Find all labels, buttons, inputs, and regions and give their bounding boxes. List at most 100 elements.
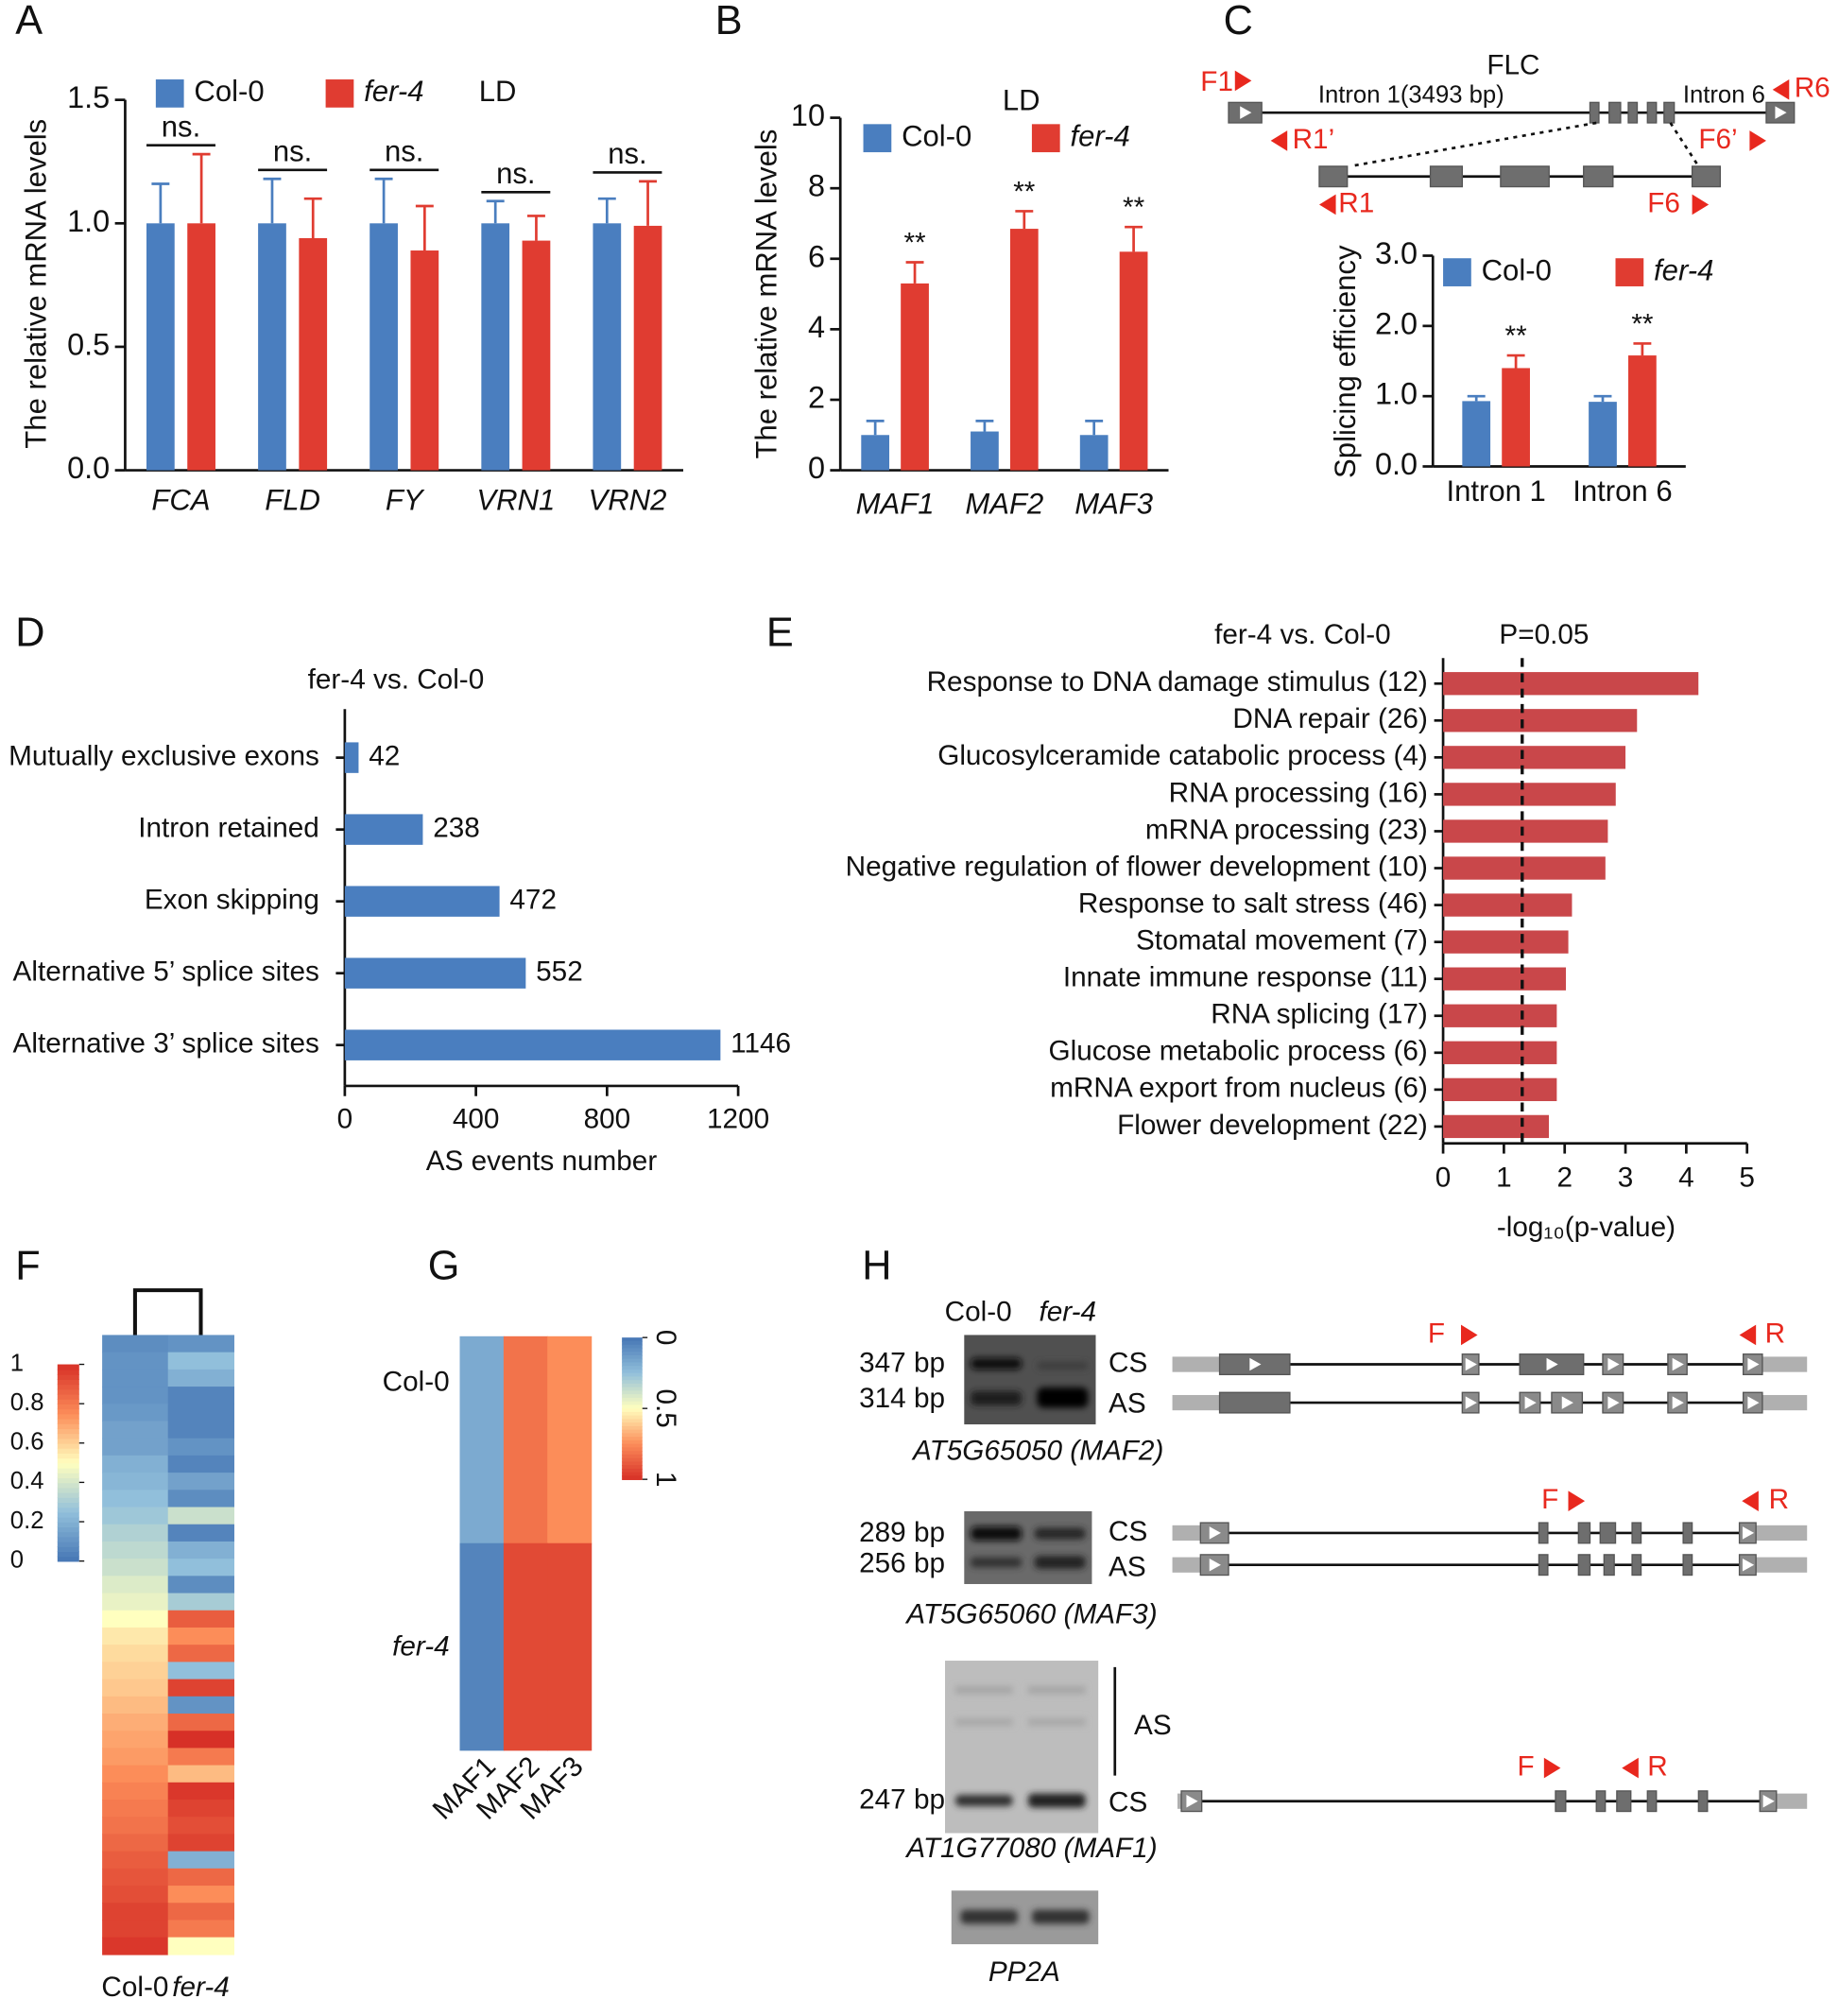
column-label: Col-0	[101, 1972, 168, 2003]
colorbar-segment	[57, 1422, 79, 1429]
heatmap-cell	[167, 1352, 234, 1370]
exon-arrow	[1762, 1794, 1775, 1808]
x-axis-label: -log₁₀(p-value)	[1497, 1212, 1676, 1243]
heatmap-cell	[102, 1800, 169, 1818]
colorbar-segment	[57, 1546, 79, 1553]
colorbar-segment	[622, 1443, 643, 1449]
colorbar-segment	[57, 1541, 79, 1547]
exon	[1646, 1790, 1658, 1813]
colorbar-segment	[622, 1401, 643, 1406]
colorbar-segment	[57, 1447, 79, 1454]
significance-label: ns.	[273, 134, 312, 167]
heatmap-cell	[167, 1713, 234, 1732]
y-axis-label: The relative mRNA levels	[20, 119, 53, 449]
isoform-label: CS	[1109, 1347, 1147, 1378]
bar	[146, 223, 175, 471]
bar	[344, 742, 359, 773]
colorbar-segment	[57, 1522, 79, 1528]
category-label: DNA repair (26)	[1232, 703, 1427, 734]
bar	[370, 223, 398, 471]
colorbar-segment	[57, 1457, 79, 1464]
exon	[1583, 165, 1614, 188]
isoform-label: CS	[1109, 1516, 1147, 1547]
heatmap-cell	[102, 1834, 169, 1852]
x-tick-label: Intron 1	[1446, 474, 1545, 508]
size-label: 247 bp	[859, 1784, 945, 1816]
heatmap-cell	[102, 1387, 169, 1404]
value-label: 238	[433, 813, 480, 844]
bar	[1443, 893, 1573, 917]
panel-letter: B	[715, 0, 743, 43]
size-label: 314 bp	[859, 1383, 945, 1414]
exon-arrow	[1465, 1357, 1477, 1371]
primer-label: F6	[1647, 187, 1680, 218]
exon-arrow	[1546, 1357, 1558, 1371]
heatmap-cell	[167, 1627, 234, 1646]
heatmap-cell	[102, 1335, 169, 1353]
gene-label: AT5G65060 (MAF3)	[904, 1599, 1157, 1630]
colorbar-segment	[57, 1487, 79, 1493]
bar	[861, 435, 890, 471]
heatmap-cell	[167, 1610, 234, 1628]
error-bar	[1125, 225, 1143, 252]
colorbar-tick-label: 0.4	[10, 1468, 44, 1494]
x-tick-label: VRN1	[476, 484, 555, 517]
heatmap-cell	[102, 1765, 169, 1783]
bar	[1462, 401, 1491, 467]
error-bar	[1633, 342, 1652, 356]
bar	[1443, 967, 1567, 991]
primer-arrow	[1622, 1757, 1639, 1779]
significance-label: ns.	[496, 157, 535, 190]
bar	[1443, 746, 1626, 769]
error-bar	[303, 197, 322, 238]
heatmap-cell	[167, 1800, 234, 1818]
y-axis-label: Splicing efficiency	[1329, 245, 1362, 478]
primer-label: R1	[1338, 187, 1374, 218]
heatmap-cell	[459, 1542, 505, 1751]
colorbar-segment	[57, 1497, 79, 1504]
heatmap-cell	[167, 1731, 234, 1749]
y-tick-label: 10	[791, 98, 825, 132]
heatmap-cell	[167, 1369, 234, 1387]
gene-name: FLC	[1487, 49, 1539, 80]
exon	[1682, 1522, 1693, 1544]
error-bar	[1467, 394, 1486, 402]
heatmap-cell	[167, 1490, 234, 1508]
y-tick-label: 3.0	[1375, 236, 1418, 270]
category-label: Response to DNA damage stimulus (12)	[927, 666, 1428, 698]
condition-label: LD	[479, 75, 517, 108]
exon	[1599, 1522, 1617, 1544]
colorbar-tick-label: 0	[650, 1330, 681, 1346]
colorbar-segment	[57, 1507, 79, 1513]
primer-label: F1	[1200, 66, 1233, 97]
colorbar-segment	[622, 1465, 643, 1470]
error-bar	[905, 261, 924, 284]
x-tick-label: MAF2	[965, 488, 1043, 521]
exon	[1631, 1554, 1642, 1577]
bar	[522, 240, 551, 471]
utr	[1172, 1525, 1201, 1542]
heatmap-cell	[167, 1903, 234, 1921]
colorbar-tick-label: 1	[650, 1472, 681, 1488]
y-tick-label: 1.5	[67, 80, 110, 114]
significance-label: **	[1505, 320, 1528, 352]
exon	[1595, 1790, 1607, 1813]
primer-label: F	[1541, 1484, 1558, 1515]
colorbar-segment	[57, 1373, 79, 1380]
primer-label: F6’	[1698, 124, 1737, 155]
y-tick-label: 0.0	[67, 451, 110, 485]
panel-letter: F	[15, 1244, 40, 1289]
lane-label: fer-4	[1039, 1296, 1096, 1327]
row-label: Col-0	[383, 1367, 450, 1398]
exon-arrow	[1742, 1558, 1755, 1572]
colorbar-segment	[57, 1418, 79, 1424]
dendrogram	[132, 1288, 203, 1335]
error-bar	[866, 419, 885, 436]
panel-letter: C	[1224, 0, 1253, 43]
legend-label: Col-0	[902, 119, 971, 152]
x-tick-label: Intron 6	[1573, 474, 1672, 508]
heatmap-cell	[167, 1834, 234, 1852]
colorbar-segment	[57, 1491, 79, 1498]
panel-letter: D	[15, 610, 44, 655]
colorbar-segment	[622, 1461, 643, 1466]
